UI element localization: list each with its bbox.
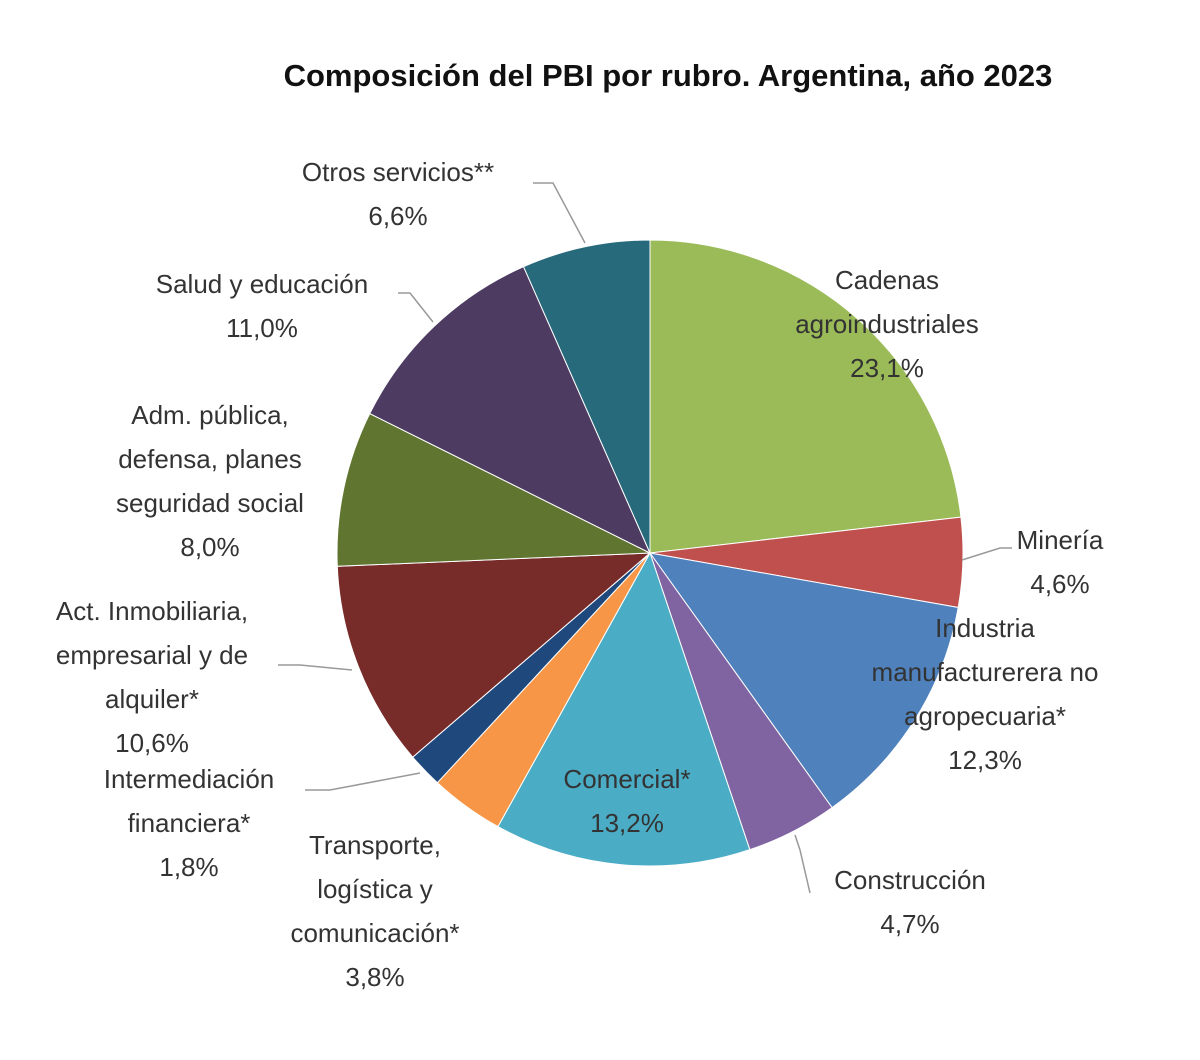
leader-line	[305, 772, 421, 791]
category-label: Industria manufacturerera no agropecuari…	[871, 613, 1099, 731]
leader-line	[961, 547, 1012, 561]
leader-line	[398, 292, 434, 323]
leader-line	[533, 182, 586, 244]
value-label: 8,0%	[180, 532, 240, 562]
category-label: Transporte, logística y comunicación*	[290, 830, 460, 948]
pie-slice	[336, 412, 651, 567]
leader-line	[278, 664, 353, 671]
slice-label: Construcción 4,7%	[730, 858, 1090, 946]
category-label: Otros servicios**	[301, 157, 495, 187]
slice-label: Salud y educación 11,0%	[82, 262, 442, 350]
value-label: 1,8%	[159, 852, 219, 882]
value-label: 6,6%	[368, 201, 428, 231]
leader-line	[794, 834, 811, 894]
value-label: 13,2%	[590, 808, 664, 838]
category-label: Cadenas agroindustriales	[795, 265, 979, 339]
value-label: 12,3%	[948, 745, 1022, 775]
pie-slice	[336, 552, 652, 758]
category-label: Intermediación financiera*	[103, 764, 275, 838]
slice-label: Comercial* 13,2%	[447, 757, 807, 845]
value-label: 4,6%	[1030, 569, 1090, 599]
slice-label: Cadenas agroindustriales 23,1%	[707, 258, 1067, 390]
value-label: 11,0%	[226, 313, 298, 343]
pie-slice	[522, 239, 651, 554]
slice-label: Industria manufacturerera no agropecuari…	[805, 606, 1165, 782]
slice-label: Minería 4,6%	[880, 518, 1200, 606]
category-label: Salud y educación	[155, 269, 369, 299]
category-label: Minería	[1016, 525, 1104, 555]
value-label: 4,7%	[880, 909, 940, 939]
category-label: Construcción	[834, 865, 986, 895]
slice-label: Adm. pública, defensa, planes seguridad …	[30, 393, 390, 569]
value-label: 3,8%	[345, 962, 405, 992]
slice-label: Intermediación financiera* 1,8%	[9, 757, 369, 889]
pie-slice	[369, 266, 652, 555]
chart-title: Composición del PBI por rubro. Argentina…	[283, 58, 1053, 93]
category-label: Act. Inmobiliaria, empresarial y de alqu…	[55, 596, 249, 714]
value-label: 23,1%	[850, 353, 924, 383]
pie-slice	[648, 552, 959, 809]
pie-slice	[649, 239, 962, 554]
value-label: 10,6%	[115, 728, 189, 758]
category-label: Adm. pública, defensa, planes seguridad …	[116, 400, 304, 518]
pie-slice	[497, 551, 751, 867]
slice-label: Otros servicios** 6,6%	[218, 150, 578, 238]
category-label: Comercial*	[563, 764, 691, 794]
slice-label: Act. Inmobiliaria, empresarial y de alqu…	[0, 589, 332, 765]
slice-label: Transporte, logística y comunicación* 3,8…	[195, 823, 555, 999]
